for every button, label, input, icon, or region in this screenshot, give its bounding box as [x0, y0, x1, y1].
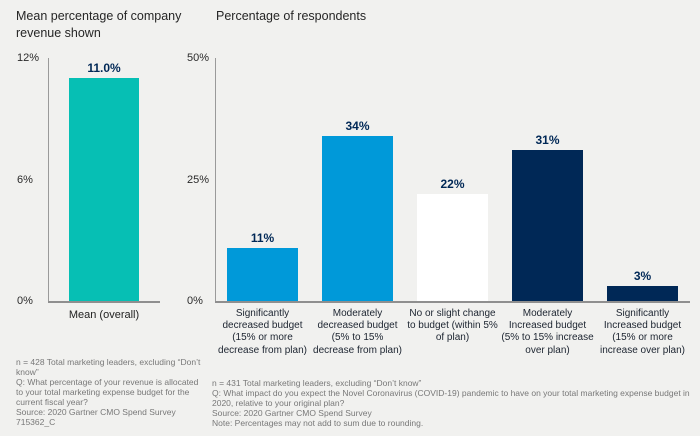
left-ytick-12: 12% [17, 52, 40, 64]
footnote-id: 715362_C [16, 417, 56, 428]
right-x-axis [215, 301, 690, 303]
bar-slot-moderately-decreased: 34% [310, 58, 405, 301]
bar-mean-overall [69, 78, 139, 301]
bar-moderately-increased [512, 150, 583, 301]
bar-value-label: 22% [440, 177, 465, 192]
bar-slot-moderately-increased: 31% [500, 58, 595, 301]
bar-slot-significantly-increased: 3% [595, 58, 690, 301]
bar-value-label: 34% [345, 118, 370, 133]
bar-no-or-slight-change [417, 194, 488, 301]
bar-value-label: 31% [535, 133, 560, 148]
category-label-significantly-increased: Significantly Increased budget (15% or m… [599, 308, 686, 356]
bar-slot-no-change: 22% [405, 58, 500, 301]
right-ytick-50: 50% [187, 52, 210, 64]
bar-moderately-decreased [322, 135, 393, 301]
right-y-axis [215, 58, 216, 301]
footnote-q: Q: What percentage of your revenue is al… [16, 377, 199, 408]
left-bar-slot-mean: 11.0% [48, 58, 160, 301]
right-ytick-0: 0% [187, 295, 203, 307]
category-label-no-change: No or slight change to budget (within 5%… [407, 308, 498, 344]
right-chart-title: Percentage of respondents [216, 9, 367, 23]
bar-value-label: 11.0% [87, 61, 121, 76]
left-category-label: Mean (overall) [68, 309, 140, 321]
footnote-n: n = 428 Total marketing leaders, excludi… [16, 357, 201, 378]
category-label-moderately-increased: Moderately Increased budget (5% to 15% i… [501, 308, 594, 356]
left-footnote: n = 428 Total marketing leaders, excludi… [16, 357, 202, 427]
category-label-significantly-decreased: Significantly decreased budget (15% or m… [218, 308, 307, 356]
bar-value-label: 3% [633, 269, 652, 284]
left-chart-plot: 11.0% [48, 58, 160, 303]
left-ytick-6: 6% [17, 174, 33, 186]
footnote-q: Q: What impact do you expect the Novel C… [212, 388, 690, 409]
footnote-n: n = 431 Total marketing leaders, excludi… [212, 378, 422, 388]
bar-significantly-decreased [227, 247, 298, 301]
category-label-moderately-decreased: Moderately decreased budget (5% to 15% d… [313, 308, 402, 356]
bar-slot-significantly-decreased: 11% [215, 58, 310, 301]
footnote-note: Note: Percentages may not add to sum due… [212, 418, 424, 429]
left-x-axis [48, 301, 160, 303]
right-ytick-25: 25% [187, 174, 210, 186]
footnote-source: Source: 2020 Gartner CMO Spend Survey [16, 407, 176, 418]
left-chart-title: Mean percentage of company revenue shown [16, 9, 182, 40]
right-footnote: n = 431 Total marketing leaders, excludi… [212, 378, 692, 428]
footnote-source: Source: 2020 Gartner CMO Spend Survey [212, 408, 372, 419]
left-ytick-0: 0% [17, 295, 33, 307]
bar-significantly-increased [607, 286, 678, 301]
left-y-axis [48, 58, 49, 301]
bar-value-label: 11% [250, 230, 275, 245]
right-chart-plot: 11% 34% 22% 31% 3% [215, 58, 690, 303]
